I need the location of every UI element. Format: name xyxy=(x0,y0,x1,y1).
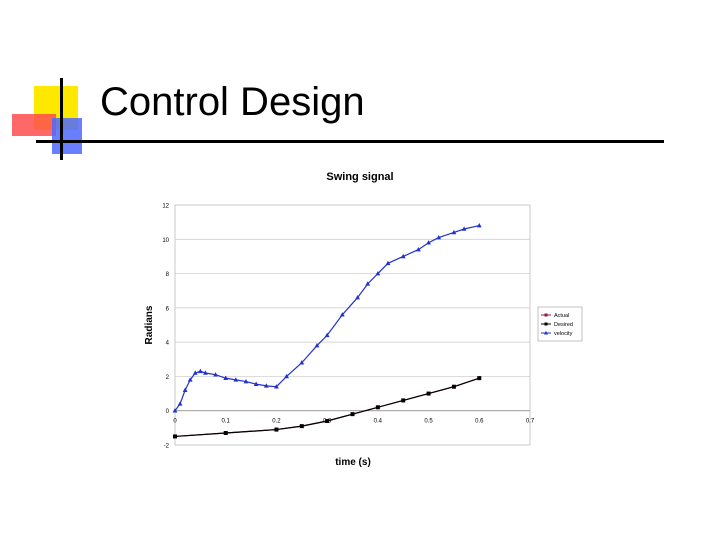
data-point-desired xyxy=(274,427,279,432)
data-point-velocity xyxy=(182,387,188,392)
legend-swatch-marker xyxy=(544,322,548,326)
data-point-velocity xyxy=(243,378,249,384)
data-point-velocity xyxy=(172,408,178,413)
y-tick-label: 6 xyxy=(166,306,170,312)
data-point-velocity xyxy=(451,229,457,235)
legend-swatch-marker xyxy=(544,313,548,317)
y-tick-label: 0 xyxy=(166,409,170,415)
data-point-desired xyxy=(173,434,177,439)
x-axis-label: time (s) xyxy=(335,457,371,468)
data-point-velocity xyxy=(192,370,198,375)
chart-background xyxy=(130,160,600,480)
y-tick-label: 4 xyxy=(166,341,170,347)
legend-entry-velocity: velocity xyxy=(554,331,573,337)
data-point-velocity xyxy=(274,384,279,389)
title-deco-vertical-line xyxy=(60,78,63,160)
data-point-desired xyxy=(350,412,355,417)
legend-swatch-marker xyxy=(544,330,548,335)
x-tick-label: 0.7 xyxy=(526,419,535,425)
chart-title: Swing signal xyxy=(326,171,393,183)
y-tick-label: 2 xyxy=(166,375,170,381)
title-deco-red-bar xyxy=(12,114,56,136)
chart-legend: Actual Desired velocity xyxy=(537,306,583,342)
x-tick-label: 0 xyxy=(173,419,177,425)
data-point-velocity xyxy=(263,383,269,388)
legend-entry-desired: Desired xyxy=(554,322,573,328)
data-point-velocity xyxy=(416,246,421,252)
y-tick-label: -2 xyxy=(164,444,170,450)
data-point-velocity xyxy=(253,381,259,386)
data-point-desired xyxy=(325,419,330,423)
y-tick-label: 8 xyxy=(166,272,170,278)
data-point-desired xyxy=(223,431,228,435)
x-tick-label: 0.2 xyxy=(272,419,281,425)
data-point-velocity xyxy=(233,377,239,382)
legend-entry-actual: Actual xyxy=(554,313,569,319)
data-point-velocity xyxy=(213,372,218,377)
data-point-velocity xyxy=(365,281,371,286)
data-point-velocity xyxy=(461,226,467,231)
data-point-velocity xyxy=(436,234,442,240)
x-tick-label: 0.6 xyxy=(475,419,484,425)
data-point-desired xyxy=(477,376,482,381)
data-point-velocity xyxy=(314,342,320,348)
data-point-velocity xyxy=(385,260,391,266)
title-deco-blue-square xyxy=(52,118,82,154)
data-point-velocity xyxy=(476,222,482,228)
x-tick-label: 0.1 xyxy=(222,419,231,425)
data-point-velocity xyxy=(284,373,289,379)
data-point-desired xyxy=(426,391,431,396)
data-point-velocity xyxy=(197,368,203,374)
data-point-desired xyxy=(451,384,456,389)
x-tick-label: 0.5 xyxy=(424,419,433,425)
data-point-desired xyxy=(401,398,406,403)
data-point-velocity xyxy=(400,253,406,259)
data-point-desired xyxy=(375,405,380,410)
y-axis-label: Radians xyxy=(144,305,155,344)
data-point-velocity xyxy=(324,332,330,338)
slide-title: Control Design xyxy=(100,80,365,124)
data-point-velocity xyxy=(339,312,345,317)
data-point-desired xyxy=(299,424,304,429)
data-point-velocity xyxy=(426,240,431,245)
y-tick-label: 12 xyxy=(162,204,169,210)
data-point-velocity xyxy=(223,375,229,380)
title-underline xyxy=(36,140,664,143)
y-tick-label: 10 xyxy=(162,238,169,244)
data-point-velocity xyxy=(299,360,305,365)
x-tick-label: 0.4 xyxy=(374,419,383,425)
data-point-velocity xyxy=(203,370,208,375)
data-point-velocity xyxy=(177,401,183,406)
data-point-velocity xyxy=(187,377,193,382)
data-point-velocity xyxy=(375,270,381,276)
swing-signal-chart: Swing signal Radians time (s) -2 0 2 4 6 8 10 1… xyxy=(130,160,600,480)
data-point-velocity xyxy=(355,294,360,300)
